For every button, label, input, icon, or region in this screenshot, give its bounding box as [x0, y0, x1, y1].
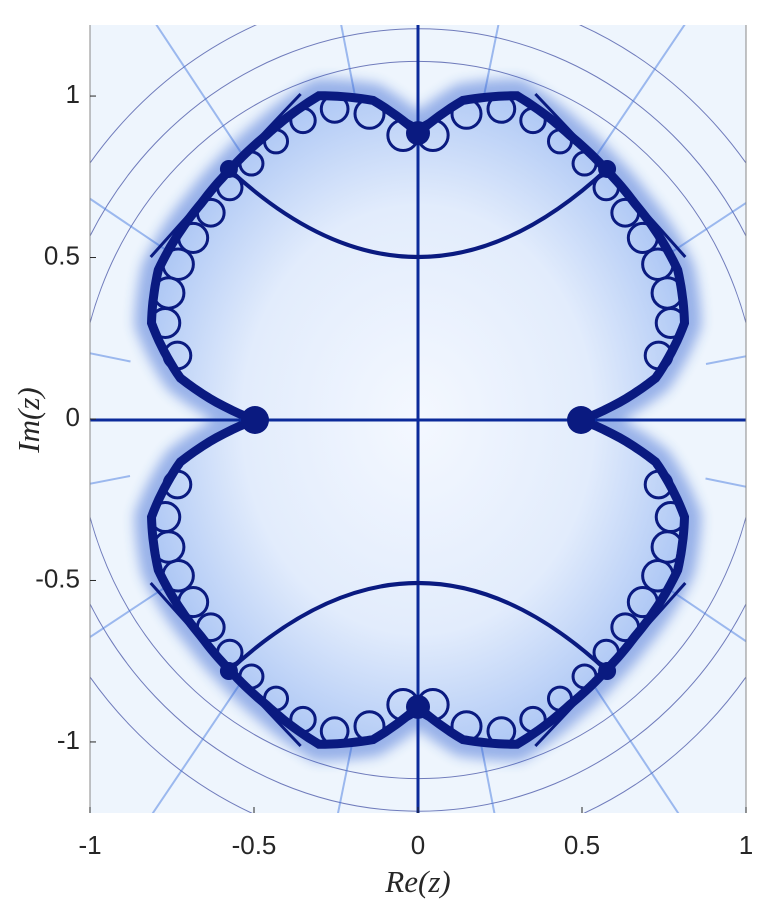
y-tick-label: -1 — [57, 725, 80, 755]
cusp — [219, 159, 238, 178]
scallop — [626, 221, 659, 254]
scallop — [546, 128, 573, 155]
inner-curve — [227, 581, 609, 673]
scallop — [571, 663, 598, 690]
cusp — [567, 406, 595, 434]
x-tick-label: -0.5 — [232, 830, 277, 860]
scallop — [289, 106, 317, 135]
scallop — [162, 469, 193, 500]
scallop — [610, 197, 641, 228]
scallop — [654, 501, 687, 534]
y-tick-label: 1 — [66, 79, 80, 109]
x-tick-label: 0 — [411, 830, 425, 860]
cusp — [598, 159, 617, 178]
cusp — [219, 662, 238, 681]
scallop — [149, 306, 182, 339]
ray — [705, 477, 746, 488]
ray — [90, 197, 176, 257]
scallop — [571, 150, 598, 177]
y-tick-label: 0 — [66, 402, 80, 432]
x-tick-label: 1 — [739, 830, 753, 860]
cusp — [406, 694, 430, 719]
scallop — [289, 705, 317, 734]
scallop — [353, 710, 386, 743]
scallop — [177, 586, 210, 619]
scallop — [353, 97, 386, 130]
ray — [662, 201, 746, 259]
scallop — [486, 716, 517, 746]
scallop — [195, 612, 226, 643]
ray — [660, 583, 746, 643]
scallop — [263, 685, 290, 712]
scallop — [195, 197, 226, 228]
x-axis-label: Re(z) — [384, 864, 450, 899]
ray — [705, 355, 746, 365]
scallop — [610, 612, 641, 643]
scallop — [519, 106, 547, 135]
y-axis-label: Im(z) — [11, 387, 46, 453]
scallop — [546, 685, 573, 712]
scallop — [177, 221, 210, 254]
scallop — [161, 559, 195, 593]
scallop — [643, 469, 674, 500]
inner-curve — [227, 167, 609, 259]
scallop — [263, 128, 290, 155]
x-tick-label: -1 — [78, 830, 101, 860]
ray — [90, 475, 131, 485]
scallop — [519, 705, 547, 734]
ray — [90, 352, 131, 363]
scallop — [626, 586, 659, 619]
cusp — [241, 406, 269, 434]
ray — [90, 581, 174, 639]
scallop — [641, 247, 675, 281]
cusp — [598, 662, 617, 681]
x-tick-label: 0.5 — [564, 830, 600, 860]
scallop — [450, 97, 483, 130]
scallop — [319, 716, 350, 746]
scallop — [486, 94, 517, 124]
y-tick-label: 0.5 — [44, 240, 80, 270]
scallop — [162, 340, 193, 371]
scallop — [238, 150, 265, 177]
scallop — [238, 663, 265, 690]
y-tick-label: -0.5 — [35, 563, 80, 593]
cusp — [406, 121, 430, 146]
scallop — [643, 340, 674, 371]
scallop — [319, 94, 350, 124]
scallop — [450, 710, 483, 743]
